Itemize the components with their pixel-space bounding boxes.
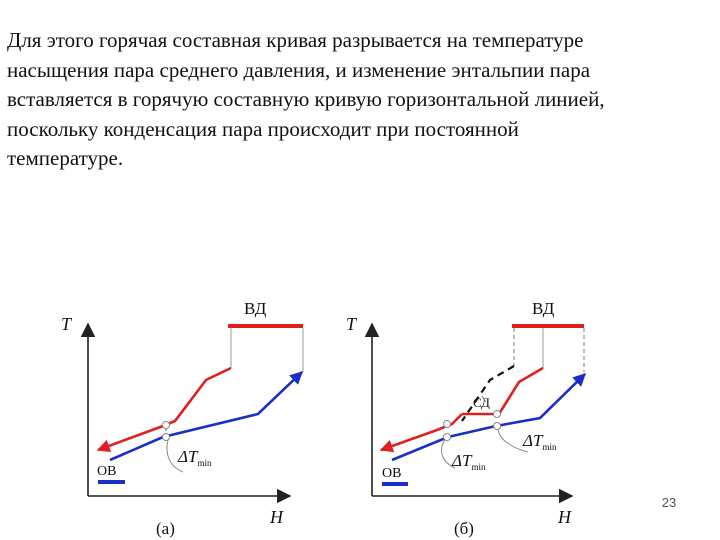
page-number: 23 [661, 495, 677, 510]
mp-steam-label: СД [473, 395, 490, 410]
cooling-water-label: ОВ [97, 464, 116, 479]
hp-steam-label: ВД [532, 299, 555, 318]
pinch-point [493, 422, 501, 430]
dtmin-leader [497, 429, 529, 453]
slide-paragraph: Для этого горячая составная кривая разры… [7, 26, 713, 174]
cold-composite-curve [109, 371, 303, 462]
x-axis-label: H [269, 507, 284, 527]
cooling-water-label: ОВ [382, 466, 401, 481]
pinch-point [493, 410, 501, 418]
hot-composite-original [461, 365, 515, 422]
diagram-b: T H (б) ВД СД ΔTmin ΔTmin ОВ [346, 299, 586, 538]
pinch-point [162, 433, 170, 441]
mp-label-pointer [481, 395, 487, 403]
caption: (а) [156, 519, 175, 538]
caption: (б) [454, 519, 474, 538]
hot-composite-upper [497, 366, 544, 415]
hot-composite-lower [379, 413, 463, 453]
hot-composite-curve [96, 366, 232, 453]
paragraph-line: вставляется в горячую составную кривую г… [7, 87, 605, 111]
dtmin-label: ΔTmin [451, 451, 486, 472]
pinch-point [162, 421, 170, 429]
paragraph-line: Для этого горячая составная кривая разры… [7, 28, 584, 52]
dtmin-label: ΔTmin [522, 431, 557, 452]
y-axis-label: T [346, 314, 358, 334]
hp-steam-label: ВД [244, 299, 267, 318]
dtmin-label: ΔTmin [177, 447, 212, 468]
paragraph-line: насыщения пара среднего давления, и изме… [7, 57, 591, 82]
pinch-point [443, 420, 451, 428]
diagram-a: T H (а) ВД ΔTmin ОВ [61, 299, 304, 538]
dtmin-leader [166, 439, 184, 473]
pinch-point [443, 433, 451, 441]
paragraph-line: поскольку конденсация пара происходит пр… [7, 116, 519, 141]
dtmin-leader [440, 439, 456, 469]
paragraph-line: температуре. [7, 146, 124, 170]
y-axis-label: T [61, 314, 73, 334]
x-axis-label: H [557, 507, 572, 527]
